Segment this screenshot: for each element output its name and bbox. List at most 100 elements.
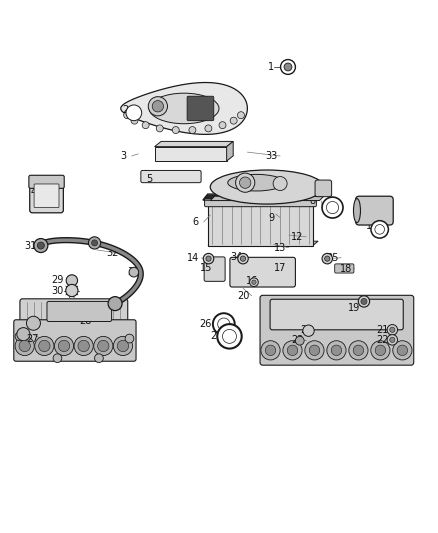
- Text: 4: 4: [30, 187, 36, 197]
- Circle shape: [353, 345, 364, 356]
- Text: 35: 35: [326, 253, 339, 263]
- Circle shape: [213, 313, 235, 335]
- Circle shape: [393, 341, 412, 360]
- Circle shape: [206, 256, 211, 261]
- Circle shape: [152, 101, 163, 112]
- Text: 29: 29: [51, 276, 64, 286]
- Text: 15: 15: [200, 263, 212, 273]
- Circle shape: [66, 285, 78, 297]
- Circle shape: [361, 298, 367, 304]
- Circle shape: [390, 337, 395, 343]
- Circle shape: [95, 354, 103, 362]
- Circle shape: [358, 296, 370, 307]
- Circle shape: [237, 112, 244, 119]
- Text: 3: 3: [120, 151, 126, 161]
- Circle shape: [375, 345, 385, 356]
- Circle shape: [371, 221, 389, 238]
- Circle shape: [325, 256, 330, 261]
- Text: 26: 26: [200, 319, 212, 329]
- Text: 19: 19: [348, 303, 360, 313]
- Circle shape: [191, 98, 212, 119]
- Text: 1: 1: [268, 62, 275, 72]
- Circle shape: [124, 112, 131, 119]
- Text: 28: 28: [80, 316, 92, 326]
- Text: 6: 6: [192, 217, 198, 227]
- Circle shape: [94, 336, 113, 356]
- Circle shape: [240, 177, 251, 188]
- Text: 21: 21: [377, 325, 389, 335]
- Circle shape: [58, 340, 70, 352]
- Circle shape: [387, 325, 398, 335]
- Ellipse shape: [210, 170, 324, 204]
- Text: 27: 27: [26, 334, 39, 344]
- Circle shape: [218, 318, 230, 330]
- Circle shape: [17, 328, 30, 341]
- Circle shape: [39, 340, 50, 352]
- Circle shape: [53, 354, 62, 362]
- Circle shape: [205, 125, 212, 132]
- Circle shape: [92, 240, 98, 246]
- Text: 34: 34: [230, 252, 243, 262]
- Polygon shape: [205, 195, 321, 198]
- Text: 30: 30: [51, 286, 64, 296]
- Text: 8: 8: [310, 196, 316, 206]
- Text: 11: 11: [366, 221, 378, 231]
- Text: 7: 7: [242, 192, 248, 201]
- Circle shape: [88, 237, 101, 249]
- Text: 2: 2: [122, 105, 128, 115]
- Circle shape: [284, 63, 292, 71]
- Circle shape: [156, 125, 163, 132]
- Text: 36: 36: [128, 267, 140, 277]
- Circle shape: [217, 324, 242, 349]
- Ellipse shape: [149, 93, 219, 124]
- Circle shape: [331, 345, 342, 356]
- Circle shape: [223, 329, 237, 343]
- Circle shape: [219, 122, 226, 128]
- Circle shape: [387, 335, 398, 345]
- Text: 33: 33: [265, 151, 278, 161]
- Circle shape: [326, 201, 339, 214]
- Circle shape: [203, 253, 214, 264]
- Circle shape: [390, 327, 395, 333]
- Circle shape: [322, 253, 332, 264]
- FancyBboxPatch shape: [230, 257, 295, 287]
- FancyBboxPatch shape: [34, 184, 59, 207]
- FancyBboxPatch shape: [204, 257, 225, 281]
- FancyBboxPatch shape: [260, 295, 414, 365]
- Polygon shape: [208, 241, 318, 246]
- Circle shape: [78, 340, 89, 352]
- Circle shape: [261, 341, 280, 360]
- Text: 20: 20: [237, 291, 249, 301]
- Polygon shape: [210, 196, 324, 200]
- FancyBboxPatch shape: [315, 180, 332, 197]
- Text: 22: 22: [377, 335, 389, 345]
- FancyBboxPatch shape: [187, 96, 214, 120]
- Polygon shape: [208, 202, 313, 246]
- Circle shape: [349, 341, 368, 360]
- Circle shape: [108, 297, 122, 311]
- Circle shape: [273, 176, 287, 190]
- Text: 17: 17: [274, 263, 286, 273]
- Text: 24: 24: [300, 325, 312, 335]
- Circle shape: [322, 197, 343, 218]
- FancyBboxPatch shape: [270, 299, 403, 330]
- FancyBboxPatch shape: [30, 176, 64, 213]
- Circle shape: [230, 117, 237, 124]
- Text: 13: 13: [274, 243, 286, 253]
- Circle shape: [309, 345, 320, 356]
- Circle shape: [66, 275, 78, 286]
- Circle shape: [375, 224, 385, 234]
- Polygon shape: [226, 141, 233, 161]
- Text: 10: 10: [361, 201, 374, 211]
- Circle shape: [189, 126, 196, 134]
- FancyBboxPatch shape: [14, 320, 136, 361]
- Circle shape: [35, 336, 54, 356]
- Text: 5: 5: [146, 174, 152, 184]
- Text: 32: 32: [106, 248, 118, 259]
- Circle shape: [305, 341, 324, 360]
- FancyBboxPatch shape: [47, 302, 112, 321]
- Circle shape: [142, 122, 149, 128]
- Circle shape: [113, 336, 133, 356]
- Circle shape: [15, 332, 24, 341]
- FancyBboxPatch shape: [20, 299, 128, 327]
